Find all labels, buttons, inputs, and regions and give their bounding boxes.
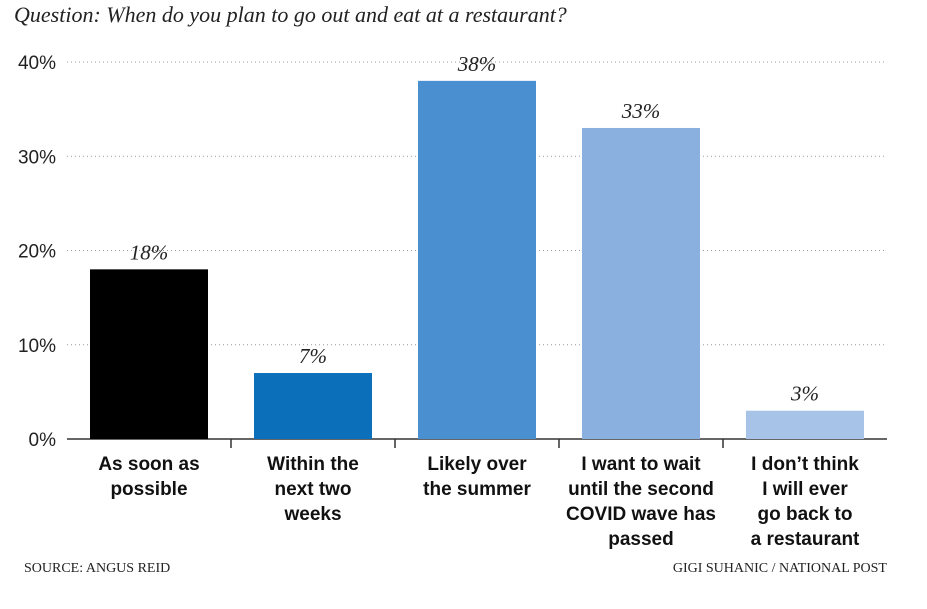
chart-title: Question: When do you plan to go out and… <box>14 2 567 27</box>
x-tick-label: I don’t think I will ever go back to a rest… <box>751 454 860 550</box>
y-tick-label: 0% <box>29 430 57 451</box>
bar <box>90 269 208 439</box>
y-tick-label: 10% <box>18 336 56 357</box>
x-tick-label: Within the next two weeks <box>267 454 359 525</box>
x-tick-label-line: the summer <box>423 479 531 500</box>
x-tick-label-line: COVID wave has <box>566 504 716 525</box>
bar <box>418 80 536 439</box>
bar <box>582 127 700 439</box>
x-tick-label-line: I want to wait <box>581 454 701 475</box>
y-tick-label: 20% <box>18 242 56 263</box>
x-tick-label-line: go back to <box>757 504 852 525</box>
x-tick-label: Likely over the summer <box>423 454 531 500</box>
source: SOURCE: ANGUS REID <box>24 561 170 576</box>
x-tick-label: I want to wait until the second COVID wave… <box>566 454 716 550</box>
x-tick-label-line: possible <box>110 479 187 500</box>
x-tick-label-line: I don’t think <box>751 454 859 475</box>
x-tick-label-line: I will ever <box>762 479 848 500</box>
x-tick-label-line: passed <box>608 529 673 550</box>
value-label: 38% <box>457 52 497 76</box>
bar <box>254 373 372 439</box>
y-tick-label: 30% <box>18 147 56 168</box>
x-tick-label-line: until the second <box>568 479 714 500</box>
value-label: 18% <box>130 240 169 264</box>
bar <box>746 410 864 439</box>
value-label: 33% <box>621 99 661 123</box>
x-tick-label-line: weeks <box>283 504 341 525</box>
value-label: 7% <box>299 344 327 368</box>
y-tick-label: 40% <box>18 53 56 74</box>
credit: GIGI SUHANIC / NATIONAL POST <box>673 561 888 576</box>
x-tick-label-line: Within the <box>267 454 359 475</box>
x-tick-label: As soon as possible <box>98 454 199 500</box>
x-tick-label-line: next two <box>274 479 351 500</box>
x-tick-label-line: As soon as <box>98 454 199 475</box>
value-label: 3% <box>790 382 819 406</box>
x-tick-label-line: Likely over <box>427 454 527 475</box>
x-tick-label-line: a restaurant <box>751 529 860 550</box>
